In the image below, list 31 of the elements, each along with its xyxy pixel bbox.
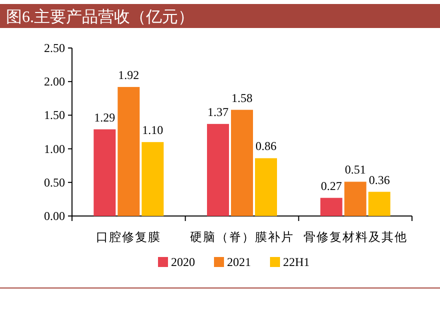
- bar: [320, 198, 342, 216]
- bar: [231, 110, 253, 216]
- bar: [368, 192, 390, 216]
- y-tick-label: 2.00: [44, 74, 65, 89]
- data-label: 0.27: [320, 178, 342, 193]
- legend-label: 2021: [227, 255, 251, 269]
- chart-title: 图6.主要产品营收（亿元）: [6, 8, 194, 26]
- data-label: 1.37: [208, 104, 228, 119]
- data-label: 0.51: [344, 162, 366, 177]
- data-label: 1.29: [94, 110, 116, 124]
- bar: [118, 86, 140, 216]
- bar: [207, 124, 229, 216]
- data-label: 1.10: [142, 123, 164, 138]
- data-label: 0.86: [256, 139, 276, 154]
- y-tick-label: 0.00: [44, 209, 65, 223]
- y-tick-label: 1.50: [44, 108, 65, 122]
- data-label: 0.36: [368, 172, 390, 187]
- x-tick-label: 硬脑（脊）膜补片: [190, 230, 294, 244]
- x-tick-label: 骨修复材料及其他: [303, 230, 408, 244]
- bar: [344, 182, 366, 216]
- data-label: 1.58: [232, 90, 252, 105]
- y-tick-label: 0.50: [44, 175, 65, 190]
- legend-label: 22H1: [283, 255, 310, 269]
- data-label: 1.92: [118, 68, 140, 82]
- bar: [255, 158, 277, 216]
- x-tick-label: 口腔修复膜: [96, 230, 162, 244]
- bar: [94, 129, 116, 216]
- bar: [142, 142, 164, 216]
- y-tick-label: 1.00: [44, 142, 65, 156]
- y-tick-label: 2.50: [44, 41, 65, 55]
- legend-label: 2020: [171, 255, 195, 269]
